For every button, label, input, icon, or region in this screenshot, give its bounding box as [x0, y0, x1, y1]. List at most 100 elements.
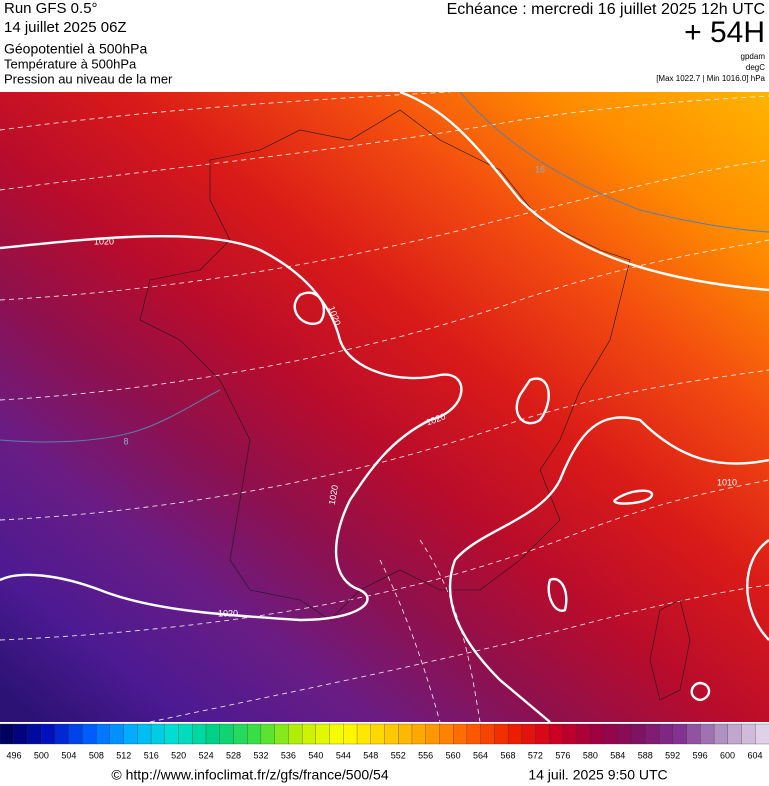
- unit: gpdam: [741, 52, 766, 61]
- swatch: [645, 723, 660, 745]
- swatch: [301, 723, 317, 745]
- swatch: [164, 723, 180, 745]
- swatch: [494, 723, 509, 745]
- contour-label: 1020: [218, 608, 238, 618]
- swatch: [741, 723, 756, 745]
- contour-label: 1020: [327, 484, 340, 505]
- scale-label: 604: [747, 750, 762, 760]
- scale-label: 532: [253, 750, 268, 760]
- contour-label: 8: [123, 436, 128, 446]
- range: [Max 1022.7 | Min 1016.0] hPa: [656, 74, 765, 83]
- scale-label: 580: [583, 750, 598, 760]
- scale-label: 516: [144, 750, 159, 760]
- swatch: [521, 723, 537, 745]
- isotherms: [0, 91, 769, 443]
- swatch: [150, 723, 166, 745]
- swatch: [123, 723, 138, 745]
- swatch: [137, 723, 152, 745]
- swatch: [466, 723, 482, 745]
- contour-label: 1020: [94, 236, 114, 246]
- scale-label: 548: [363, 750, 378, 760]
- swatch: [356, 723, 372, 745]
- swatch: [233, 723, 248, 745]
- scale-label: 496: [6, 750, 21, 760]
- swatch: [755, 723, 769, 745]
- swatch: [631, 723, 647, 745]
- swatch: [41, 723, 56, 745]
- run-date: 14 juillet 2025 06Z: [4, 19, 127, 36]
- swatch: [686, 723, 701, 745]
- swatch: [384, 723, 399, 745]
- swatch: [590, 723, 605, 745]
- swatch: [480, 723, 496, 745]
- swatch: [439, 723, 454, 745]
- swatch: [343, 723, 358, 745]
- swatch: [672, 723, 688, 745]
- scale-label: 552: [391, 750, 406, 760]
- scale-label: 536: [281, 750, 296, 760]
- field: [0, 92, 769, 722]
- swatch: [549, 723, 564, 745]
- borders: [139, 109, 691, 701]
- scale-label: 564: [473, 750, 488, 760]
- swatch: [727, 723, 743, 745]
- swatch: [260, 723, 276, 745]
- scale-label: 592: [665, 750, 680, 760]
- scale-label: 600: [720, 750, 735, 760]
- swatch: [617, 723, 633, 745]
- swatch: [247, 723, 262, 745]
- scale-label: 512: [116, 750, 131, 760]
- swatch: [288, 723, 303, 745]
- swatch: [13, 723, 29, 745]
- swatch: [329, 723, 344, 745]
- swatch: [109, 723, 125, 745]
- scale-label: 520: [171, 750, 186, 760]
- swatch: [54, 723, 70, 745]
- scale-label: 524: [199, 750, 214, 760]
- swatch: [535, 723, 550, 745]
- color-scale: 496 500 504 508 512 516 520 524 528 532 536 540 544 5…: [0, 723, 769, 760]
- scale-label: 540: [308, 750, 323, 760]
- swatch: [27, 723, 42, 745]
- swatch: [95, 723, 111, 745]
- scale-label: 544: [336, 750, 351, 760]
- contour-label: 1010: [717, 477, 737, 487]
- scale-label: 500: [34, 750, 49, 760]
- swatch: [370, 723, 386, 745]
- swatch: [192, 723, 207, 745]
- swatch: [274, 723, 290, 745]
- swatch: [453, 723, 468, 745]
- scale-label: 556: [418, 750, 433, 760]
- scale-label: 596: [693, 750, 708, 760]
- valid-time: Echéance : mercredi 16 juillet 2025 12h …: [447, 1, 765, 18]
- swatch: [219, 723, 235, 745]
- swatch: [315, 723, 331, 745]
- swatch: [507, 723, 523, 745]
- swatch: [562, 723, 578, 745]
- scale-label: 560: [446, 750, 461, 760]
- timestamp: 14 juil. 2025 9:50 UTC: [528, 767, 667, 783]
- layer: Pression au niveau de la mer: [4, 71, 173, 86]
- run: Run GFS 0.5°: [4, 0, 98, 17]
- scale-label: 588: [638, 750, 653, 760]
- swatch: [411, 723, 427, 745]
- swatch: [576, 723, 592, 745]
- contour-label: 16: [535, 164, 545, 174]
- swatch: [0, 723, 15, 745]
- temperature-isolines: [0, 91, 769, 723]
- swatch: [658, 723, 674, 745]
- pressure-isobars: [0, 90, 769, 723]
- lead-time: + 54H: [684, 16, 765, 49]
- swatch: [205, 723, 221, 745]
- scale-label: 508: [89, 750, 104, 760]
- layer: Géopotentiel à 500hPa: [4, 41, 147, 57]
- swatch: [178, 723, 193, 745]
- scale-label: 568: [500, 750, 515, 760]
- swatch: [713, 723, 729, 745]
- scale-label: 504: [61, 750, 76, 760]
- unit: degC: [746, 63, 765, 72]
- scale-label: 576: [555, 750, 570, 760]
- swatch: [604, 723, 619, 745]
- scale-label: 584: [610, 750, 625, 760]
